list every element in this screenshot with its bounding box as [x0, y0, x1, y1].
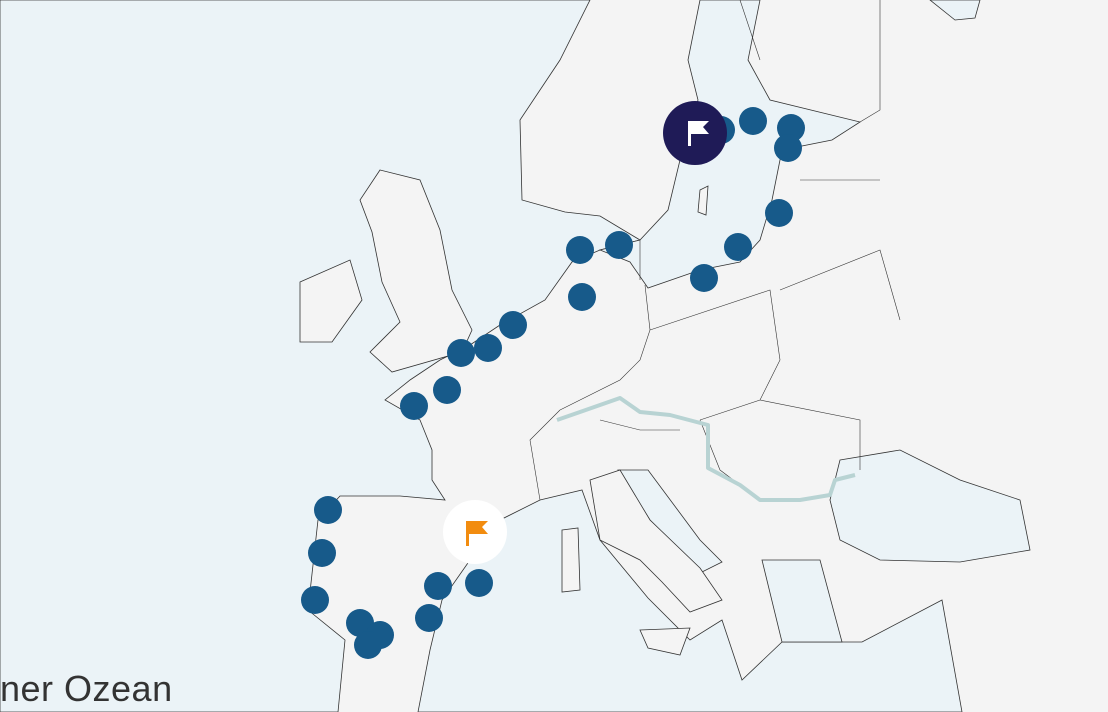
map-marker[interactable]	[474, 334, 502, 362]
aegean-sea	[761, 559, 843, 643]
map-marker[interactable]	[400, 392, 428, 420]
islands	[299, 169, 723, 656]
italy	[589, 469, 723, 613]
flag-icon	[688, 121, 709, 146]
baltic-sea	[598, 0, 861, 289]
map-marker[interactable]	[465, 569, 493, 597]
map-marker[interactable]	[499, 311, 527, 339]
ireland	[299, 259, 363, 343]
ocean-label: ner Ozean	[0, 668, 173, 709]
map-marker[interactable]	[566, 236, 594, 264]
map-marker[interactable]	[724, 233, 752, 261]
white-sea	[929, 0, 981, 21]
atlantic-ocean	[0, 0, 642, 712]
borders	[529, 0, 901, 501]
map-marker[interactable]	[774, 134, 802, 162]
map-marker[interactable]	[314, 496, 342, 524]
sardinia	[561, 527, 581, 593]
map-marker[interactable]	[424, 572, 452, 600]
map-marker[interactable]	[690, 264, 718, 292]
map-marker[interactable]	[739, 107, 767, 135]
black-sea	[829, 449, 1031, 563]
map-marker[interactable]	[308, 539, 336, 567]
map-marker[interactable]	[447, 339, 475, 367]
gotland	[697, 185, 709, 216]
map-marker[interactable]	[433, 376, 461, 404]
map-marker[interactable]	[765, 199, 793, 227]
flag-icon	[466, 521, 488, 546]
map-marker[interactable]	[415, 604, 443, 632]
great-britain	[359, 169, 473, 373]
map-marker[interactable]	[354, 631, 382, 659]
route-line	[556, 396, 856, 502]
sicily	[639, 627, 691, 656]
map-marker[interactable]	[605, 231, 633, 259]
selected-marker[interactable]	[663, 101, 727, 165]
sea-layer	[0, 0, 1031, 712]
map-marker[interactable]	[301, 586, 329, 614]
map-marker[interactable]	[568, 283, 596, 311]
start-marker[interactable]	[443, 500, 507, 564]
